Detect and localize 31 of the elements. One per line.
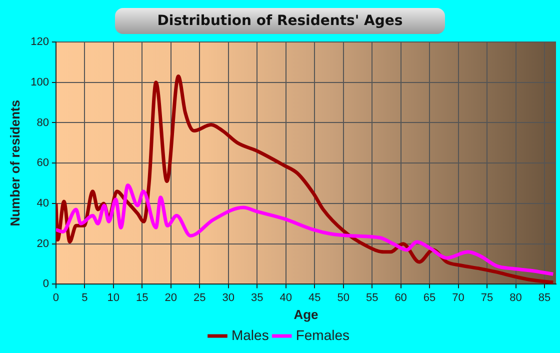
x-tick-label: 5 bbox=[82, 292, 88, 304]
x-tick-label: 35 bbox=[250, 292, 264, 304]
x-tick-label: 85 bbox=[538, 292, 551, 304]
y-axis-title: Number of residents bbox=[7, 100, 22, 226]
y-tick-label: 120 bbox=[30, 36, 49, 48]
x-tick-label: 65 bbox=[423, 292, 436, 304]
y-tick-label: 80 bbox=[36, 116, 49, 129]
x-tick-label: 45 bbox=[308, 292, 321, 304]
x-tick-label: 20 bbox=[164, 292, 178, 304]
x-tick-label: 40 bbox=[280, 292, 292, 304]
x-tick-label: 50 bbox=[337, 292, 350, 304]
line-series bbox=[56, 184, 555, 276]
y-tick-label: 40 bbox=[36, 198, 49, 210]
y-tick-label: 0 bbox=[42, 278, 49, 290]
x-tick-label: 30 bbox=[222, 292, 235, 304]
x-tick-label: 0 bbox=[52, 292, 60, 304]
x-axis-title: Age bbox=[294, 306, 318, 322]
legend-label: Males bbox=[231, 326, 269, 343]
legend-label: Females bbox=[296, 326, 350, 343]
x-tick-label: 10 bbox=[107, 292, 120, 304]
x-tick-label: 80 bbox=[510, 292, 522, 304]
x-tick-label: 60 bbox=[394, 292, 407, 304]
x-tick-label: 70 bbox=[452, 292, 464, 304]
chart-title: Distribution of Residents' Ages bbox=[115, 8, 445, 34]
x-tick-label: 55 bbox=[366, 292, 378, 304]
x-tick-label: 25 bbox=[194, 292, 206, 304]
x-tick-label: 75 bbox=[480, 292, 494, 304]
y-tick-label: 100 bbox=[30, 76, 49, 88]
y-tick-label: 60 bbox=[36, 157, 49, 170]
x-tick-label: 15 bbox=[136, 292, 148, 304]
y-tick-label: 20 bbox=[36, 238, 49, 250]
